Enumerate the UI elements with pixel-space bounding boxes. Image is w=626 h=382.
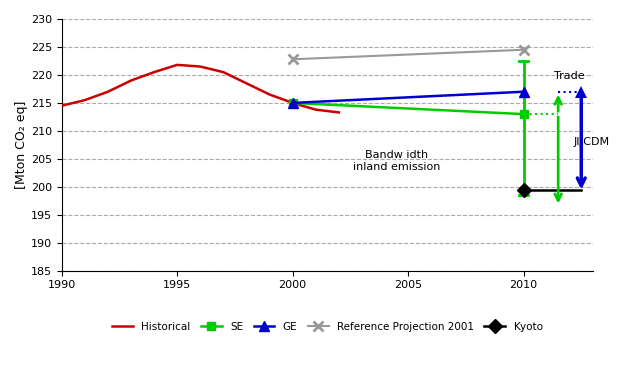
Text: JI/CDM: JI/CDM	[573, 137, 609, 147]
Legend: Historical, SE, GE, Reference Projection 2001, Kyoto: Historical, SE, GE, Reference Projection…	[108, 318, 546, 336]
Y-axis label: [Mton CO₂ eq]: [Mton CO₂ eq]	[15, 101, 28, 189]
Text: Bandw idth
inland emission: Bandw idth inland emission	[353, 151, 440, 172]
Text: Trade: Trade	[553, 71, 584, 81]
